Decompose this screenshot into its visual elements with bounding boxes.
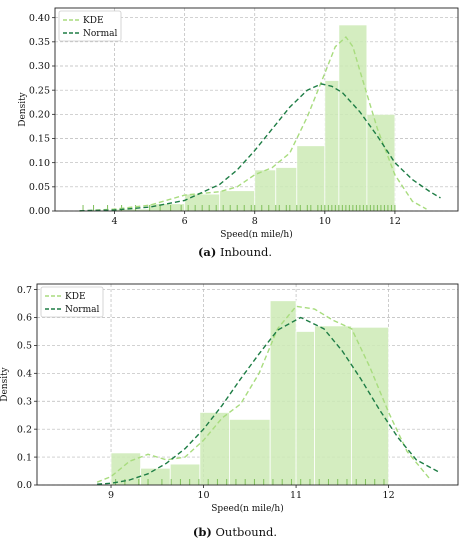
normal-curve — [97, 316, 440, 485]
y-tick-label: 0.6 — [17, 313, 32, 324]
x-tick-label: 9 — [108, 490, 114, 501]
histogram-bar — [351, 326, 390, 486]
caption-inbound: (a) Inbound. — [0, 245, 470, 259]
x-tick-label: 6 — [182, 216, 188, 227]
y-tick-label: 0.5 — [17, 341, 32, 352]
caption-text: Outbound. — [211, 525, 278, 539]
y-axis: 0.0 0.1 0.2 0.3 0.4 0.5 0.6 0.7 — [17, 285, 37, 491]
legend-box — [58, 10, 122, 42]
histogram-bar — [254, 169, 277, 212]
x-axis: 4 6 8 10 12 — [112, 211, 401, 227]
histogram-bar — [269, 300, 297, 486]
histogram-bar — [295, 331, 315, 486]
histogram-bar — [366, 113, 396, 212]
histogram-bar — [169, 463, 201, 486]
figure-outbound: 9 10 11 12 0.0 0.1 0.2 0.3 0.4 0.5 0.6 0.7 Speed(n m… — [0, 275, 470, 550]
x-tick-label: 12 — [389, 216, 401, 227]
chart-outbound: 9 10 11 12 0.0 0.1 0.2 0.3 0.4 0.5 0.6 0.7 Speed(n m… — [0, 283, 459, 514]
caption-label: (b) — [192, 525, 212, 539]
plot-frame — [54, 7, 459, 212]
legend-box — [40, 286, 104, 318]
rug-marks — [115, 479, 385, 485]
caption-outbound: (b) Outbound. — [0, 525, 470, 539]
legend: KDE Normal — [40, 286, 104, 318]
x-axis: 9 10 11 12 — [108, 485, 395, 501]
histogram-bar — [199, 412, 230, 486]
y-tick-label: 0.2 — [17, 424, 32, 435]
x-axis-title: Speed(n mile/h) — [220, 229, 292, 240]
kde-curve — [96, 305, 431, 483]
y-tick-label: 0.20 — [29, 110, 50, 121]
histogram-bar — [314, 325, 352, 486]
x-tick-label: 10 — [319, 216, 331, 227]
histogram-bar — [275, 167, 298, 212]
y-axis-title: Density — [0, 366, 10, 401]
histogram-bars — [110, 300, 390, 486]
y-tick-label: 0.15 — [29, 134, 50, 145]
legend: KDE Normal — [58, 10, 122, 42]
x-tick-label: 4 — [112, 216, 118, 227]
caption-label: (a) — [197, 245, 217, 259]
legend-label-normal: Normal — [83, 29, 117, 39]
legend-label-kde: KDE — [83, 16, 104, 26]
y-tick-label: 0.25 — [29, 85, 50, 96]
caption-text: Inbound. — [216, 245, 273, 259]
x-tick-label: 12 — [383, 490, 395, 501]
histogram-bar — [324, 80, 340, 212]
y-tick-label: 0.40 — [29, 13, 50, 24]
x-tick-label: 10 — [198, 490, 210, 501]
y-tick-label: 0.30 — [29, 61, 50, 72]
y-tick-label: 0.1 — [17, 452, 32, 463]
y-tick-label: 0.7 — [17, 285, 32, 296]
histogram-bar — [338, 24, 368, 212]
x-tick-label: 11 — [290, 490, 302, 501]
y-tick-label: 0.00 — [29, 206, 50, 217]
y-tick-label: 0.05 — [29, 182, 50, 193]
chart-inbound: 4 6 8 10 120.000.050.100.150.200.250.300.350… — [18, 7, 459, 240]
figure-inbound: 4 6 8 10 12 0.00 0.05 0.10 0.15 0.20 0.25 0.30 0.35 0… — [0, 0, 470, 268]
kde-curve — [79, 35, 427, 212]
legend-label-kde: KDE — [65, 292, 86, 302]
histogram-bar — [296, 145, 326, 212]
y-tick-label: 0.4 — [17, 369, 32, 380]
histogram-bar — [229, 418, 271, 486]
y-tick-label: 0.35 — [29, 37, 50, 48]
x-axis-title: Speed(n mile/h) — [211, 503, 283, 514]
histogram-bar — [149, 203, 186, 212]
legend-label-normal: Normal — [65, 305, 99, 315]
y-axis: 0.00 0.05 0.10 0.15 0.20 0.25 0.30 0.35 0.40 — [29, 13, 55, 217]
y-axis-title: Density — [18, 91, 28, 126]
normal-curve — [79, 83, 441, 212]
y-tick-label: 0.3 — [17, 396, 32, 407]
plot-frame — [36, 283, 459, 486]
y-tick-label: 0.0 — [17, 480, 32, 491]
histogram-bar — [140, 467, 171, 486]
x-tick-label: 8 — [252, 216, 258, 227]
y-tick-label: 0.10 — [29, 158, 50, 169]
histogram-bars — [114, 24, 396, 212]
